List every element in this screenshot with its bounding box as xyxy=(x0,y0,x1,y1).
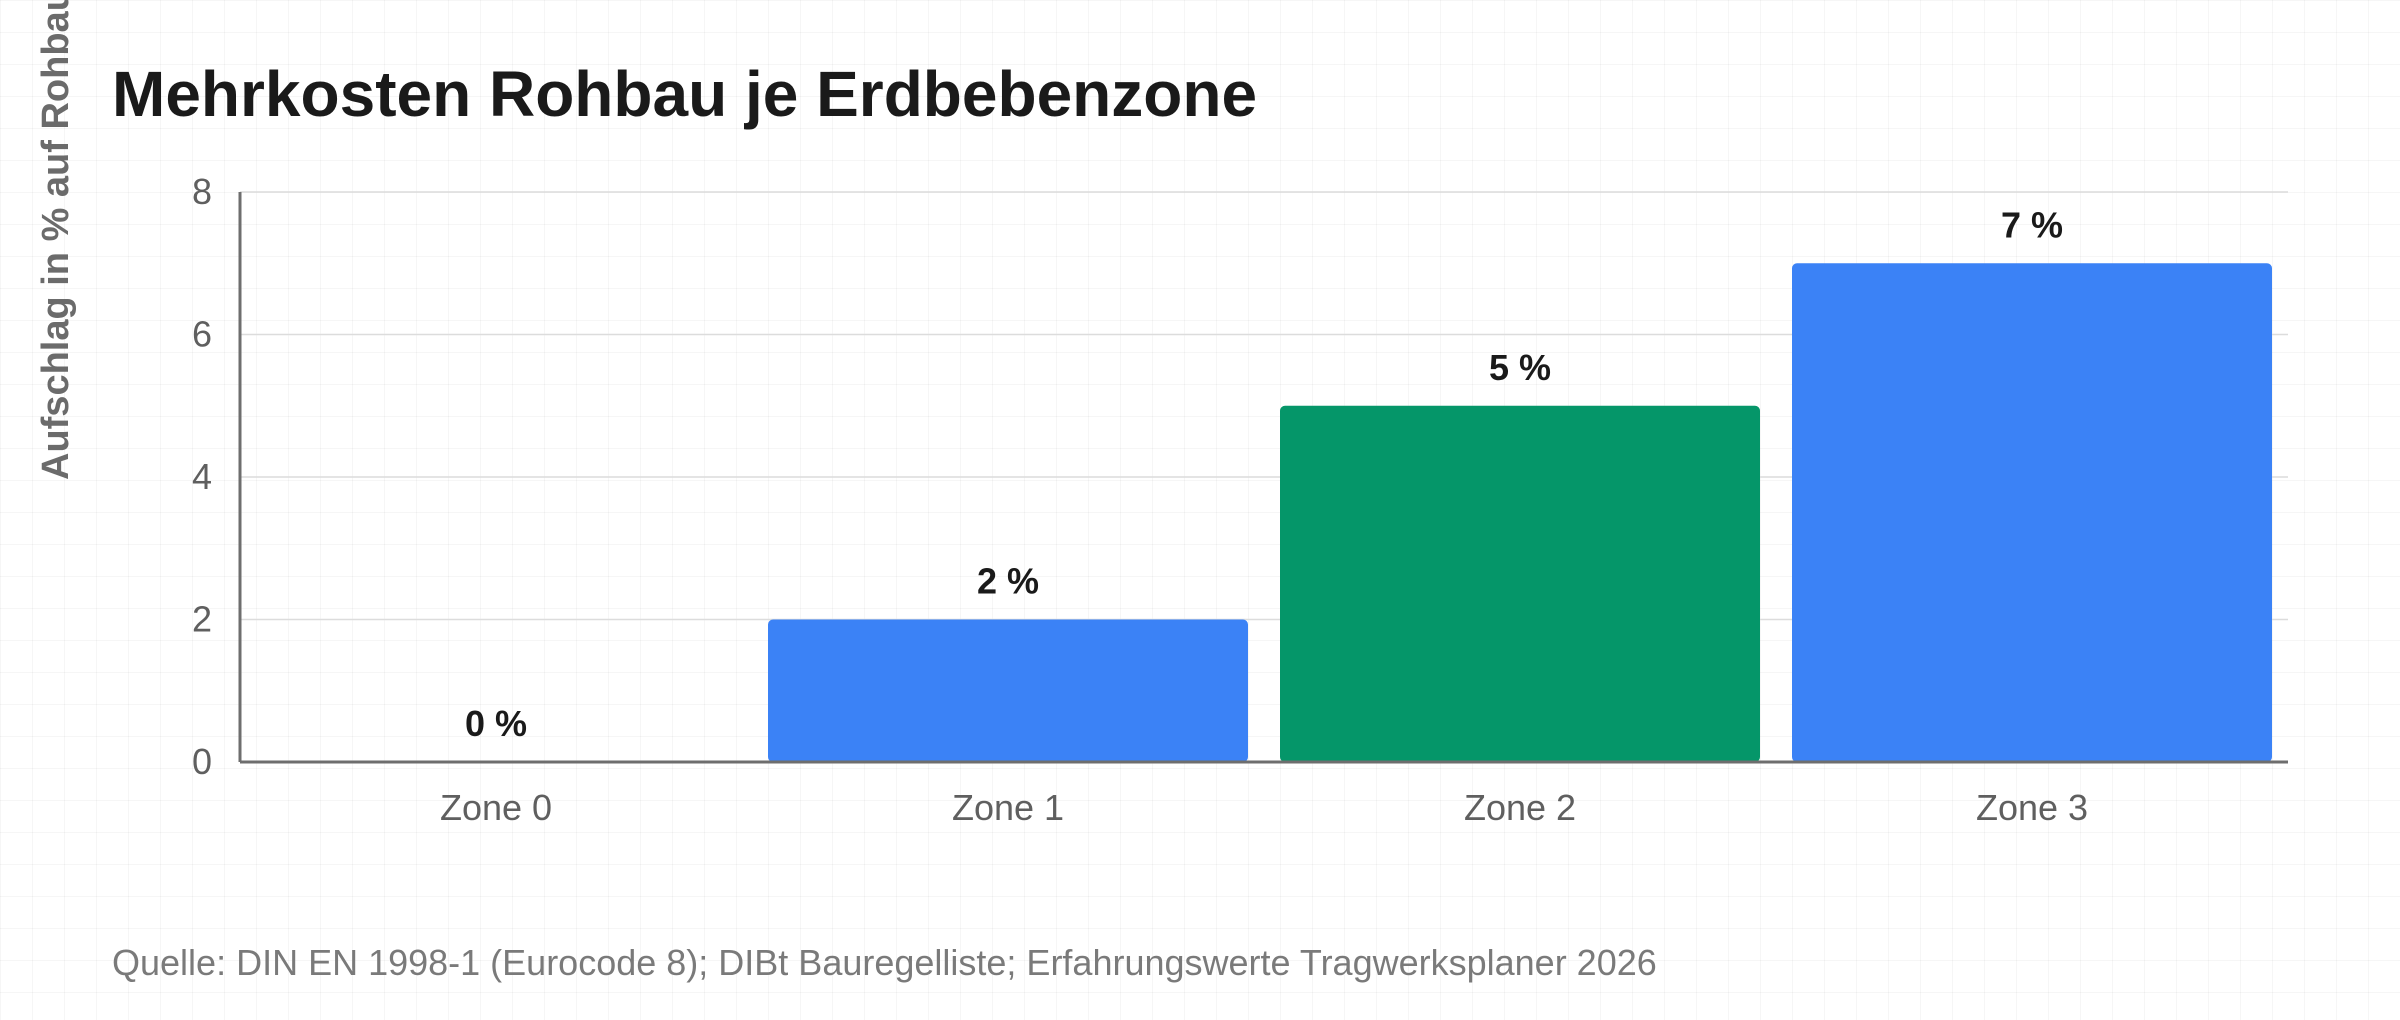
y-tick-label: 4 xyxy=(192,456,212,497)
bar-zone-3 xyxy=(1792,263,2272,762)
x-tick-label: Zone 0 xyxy=(440,787,552,828)
axes: 0 2 4 6 8 Zone 0 Zone 1 Zone 2 Zone 3 xyxy=(192,171,2288,828)
y-tick-label: 8 xyxy=(192,171,212,212)
x-tick-label: Zone 2 xyxy=(1464,787,1576,828)
data-label: 2 % xyxy=(977,561,1039,602)
data-label: 0 % xyxy=(465,703,527,744)
chart-title: Mehrkosten Rohbau je Erdbebenzone xyxy=(112,58,1257,130)
source-note: Quelle: DIN EN 1998-1 (Eurocode 8); DIBt… xyxy=(112,942,1657,983)
y-tick-label: 0 xyxy=(192,741,212,782)
y-tick-label: 2 xyxy=(192,599,212,640)
bar-zone-2 xyxy=(1280,405,1760,762)
bars xyxy=(768,263,2272,762)
bar-zone-1 xyxy=(768,619,1248,762)
x-tick-label: Zone 3 xyxy=(1976,787,2088,828)
x-tick-label: Zone 1 xyxy=(952,787,1064,828)
y-tick-label: 6 xyxy=(192,314,212,355)
data-label: 5 % xyxy=(1489,347,1551,388)
data-labels: 0 % 2 % 5 % 7 % xyxy=(465,204,2063,744)
y-axis-title: Aufschlag in % auf Rohbau xyxy=(35,0,77,480)
data-label: 7 % xyxy=(2001,204,2063,245)
